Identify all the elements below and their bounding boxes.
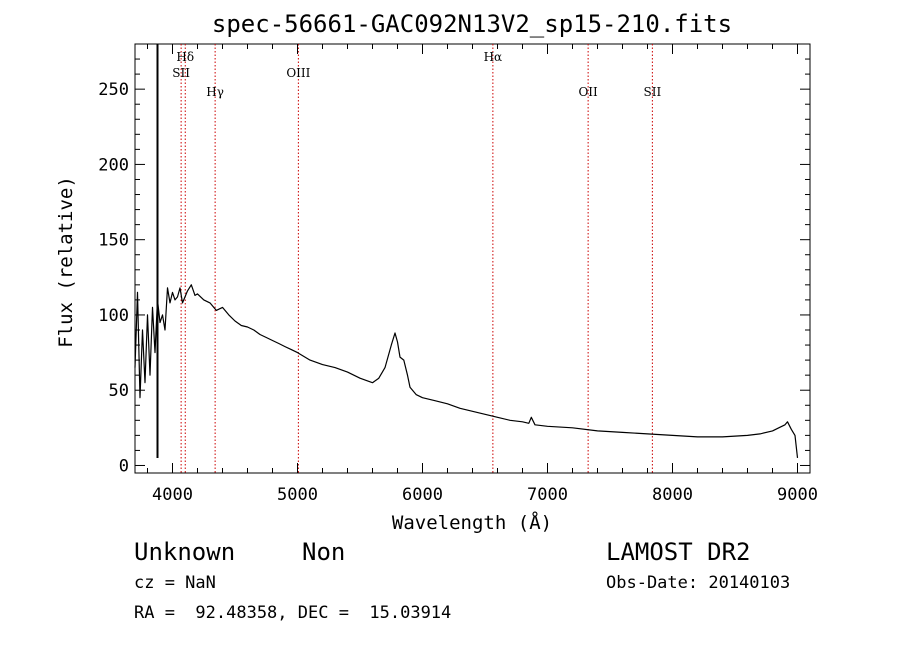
- x-tick-label: 8000: [652, 485, 693, 505]
- object-class: Unknown: [134, 538, 236, 566]
- x-axis-label: Wavelength (Å): [392, 511, 552, 534]
- x-tick-label: 6000: [402, 485, 443, 505]
- x-tick-label: 9000: [777, 485, 818, 505]
- object-subclass: Non: [302, 538, 346, 566]
- emission-line-label: Hδ: [176, 50, 194, 64]
- x-tick-label: 7000: [527, 485, 568, 505]
- emission-line-label: SII: [644, 85, 662, 99]
- emission-line-label: OIII: [286, 66, 310, 80]
- observation-date: Obs-Date: 20140103: [606, 573, 791, 593]
- emission-line-label: SII: [172, 66, 190, 80]
- y-tick-label: 0: [119, 456, 129, 476]
- emission-line-label: OII: [578, 85, 598, 99]
- y-tick-label: 250: [98, 80, 129, 100]
- x-axis: 4000 5000 6000 7000 8000 9000: [147, 44, 818, 505]
- y-tick-label: 100: [98, 306, 129, 326]
- y-axis: 0 50 100 150 200 250: [98, 58, 810, 476]
- emission-line-label: Hγ: [206, 85, 224, 99]
- spectrum-series: [134, 284, 799, 458]
- x-tick-label: 4000: [152, 485, 193, 505]
- redshift-cz: cz = NaN: [134, 573, 216, 593]
- coordinates: RA = 92.48358, DEC = 15.03914: [134, 603, 452, 623]
- survey-name: LAMOST DR2: [606, 538, 751, 566]
- plot-frame: [134, 43, 811, 474]
- y-tick-label: 50: [109, 381, 129, 401]
- y-tick-label: 150: [98, 231, 129, 251]
- y-axis-label: Flux (relative): [55, 176, 77, 348]
- series-layer: [134, 284, 799, 458]
- chart-title: spec-56661-GAC092N13V2_sp15-210.fits: [212, 10, 732, 38]
- emission-line-label: Hα: [484, 50, 503, 64]
- y-tick-label: 200: [98, 155, 129, 175]
- emission-line-markers: Hδ SII Hγ OIII Hα OII SII: [172, 44, 661, 473]
- x-tick-label: 5000: [277, 485, 318, 505]
